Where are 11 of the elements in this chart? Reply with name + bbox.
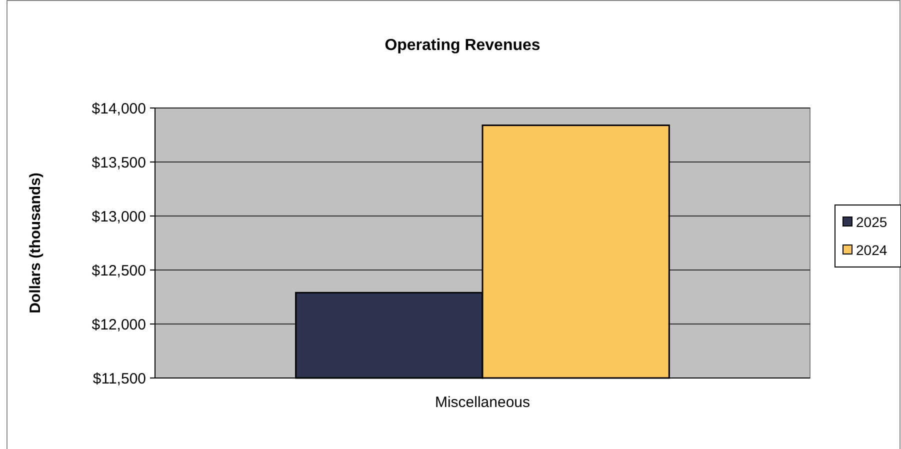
y-tick-label: $12,500: [92, 262, 146, 280]
y-tick-label: $12,000: [92, 316, 146, 334]
chart-title: Operating Revenues: [384, 37, 540, 54]
y-tick-label: $13,500: [92, 154, 146, 172]
y-tick-label: $14,000: [92, 100, 146, 118]
y-axis-title: Dollars (thousands): [27, 172, 44, 314]
x-tick-label: Miscellaneous: [434, 394, 530, 411]
legend-label: 2024: [856, 242, 888, 258]
y-tick-label: $11,500: [92, 370, 146, 388]
y-tick-label: $13,000: [92, 208, 146, 226]
legend-label: 2025: [856, 214, 888, 230]
